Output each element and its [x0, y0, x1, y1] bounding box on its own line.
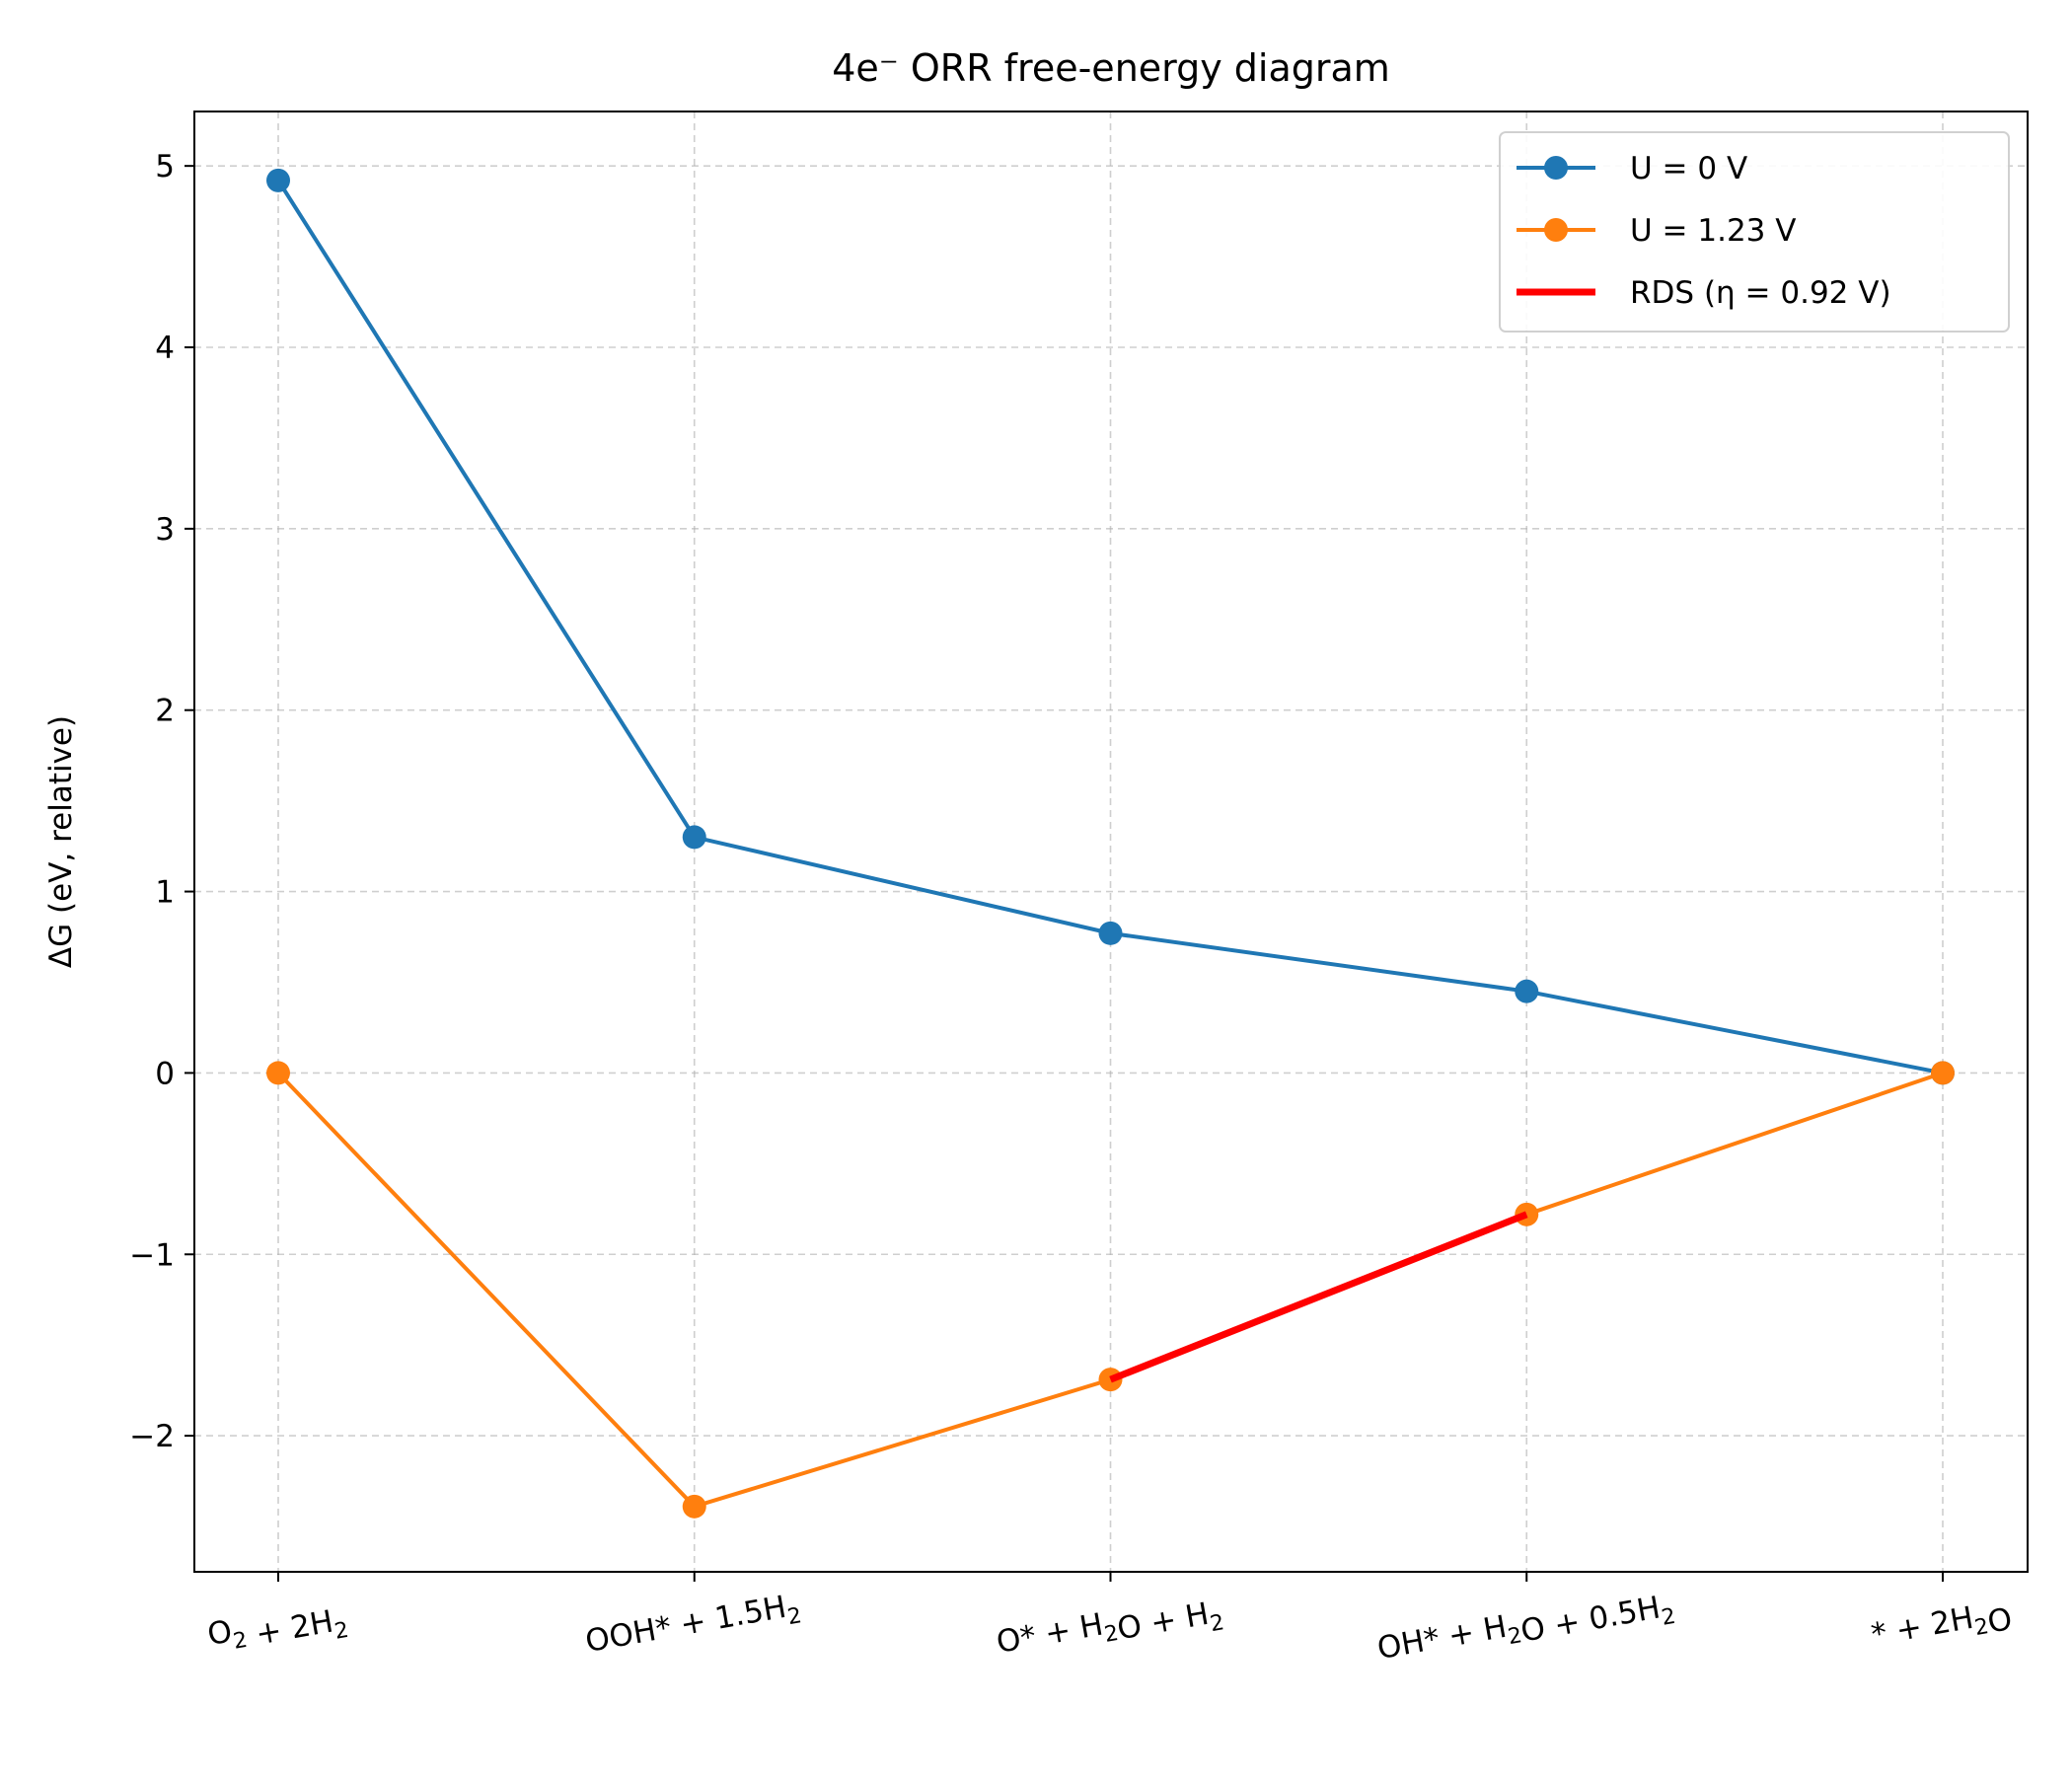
legend: U = 0 V U = 1.23 V RDS (η = 0.92 V)	[1499, 131, 2010, 333]
y-tick-label: 3	[155, 512, 175, 548]
data-point	[1098, 921, 1123, 945]
x-tick-label-group: * + 2H2O	[1869, 1594, 2015, 1661]
legend-marker	[1544, 218, 1568, 242]
data-point	[1515, 979, 1539, 1003]
y-tick-label: 2	[155, 694, 175, 729]
chart-title: 4e⁻ ORR free-energy diagram	[832, 46, 1390, 90]
legend-marker	[1544, 156, 1568, 180]
x-tick-label-group: O2 + 2H2	[205, 1594, 351, 1667]
legend-label: U = 0 V	[1630, 151, 1747, 186]
legend-label: RDS (η = 0.92 V)	[1630, 275, 1891, 311]
x-tick-label-group: OOH* + 1.5H2	[583, 1587, 804, 1666]
data-point	[682, 1494, 706, 1519]
legend-label: U = 1.23 V	[1630, 213, 1796, 249]
y-tick-label: −2	[129, 1419, 175, 1454]
y-tick-label: 1	[155, 875, 175, 911]
data-point	[266, 168, 290, 192]
x-tick-label: OH* + H2O + 0.5H2	[1374, 1580, 1677, 1680]
y-tick-label: −1	[129, 1237, 175, 1273]
legend-box	[1499, 131, 2010, 333]
data-point	[682, 825, 706, 850]
x-tick-label: O* + H2O + H2	[994, 1586, 1225, 1673]
y-axis-label: ΔG (eV, relative)	[43, 715, 79, 968]
x-tick-label-group: O* + H2O + H2	[994, 1586, 1225, 1673]
x-tick-label-group: OH* + H2O + 0.5H2	[1374, 1580, 1677, 1680]
y-tick-label: 4	[155, 331, 175, 366]
x-tick-label: OOH* + 1.5H2	[583, 1587, 804, 1666]
y-tick-label: 0	[155, 1056, 175, 1091]
y-tick-label: 5	[155, 149, 175, 185]
data-point	[1931, 1061, 1955, 1085]
x-tick-label: * + 2H2O	[1869, 1594, 2015, 1661]
rds-segment	[1109, 1211, 1528, 1383]
data-point	[266, 1061, 290, 1085]
x-tick-label: O2 + 2H2	[205, 1594, 351, 1667]
